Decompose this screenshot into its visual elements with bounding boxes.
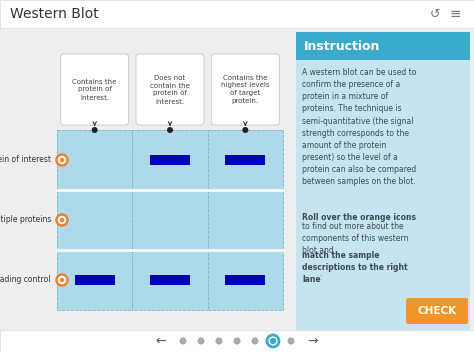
Text: ↺: ↺ <box>430 7 440 20</box>
Circle shape <box>216 338 222 345</box>
Circle shape <box>252 338 258 345</box>
FancyBboxPatch shape <box>150 275 190 285</box>
FancyBboxPatch shape <box>406 298 468 324</box>
Circle shape <box>91 127 98 133</box>
Text: Does not
contain the
protein of
interest.: Does not contain the protein of interest… <box>150 75 190 105</box>
Text: .: . <box>319 269 321 278</box>
Circle shape <box>56 155 67 165</box>
Text: CHECK: CHECK <box>418 306 456 316</box>
Circle shape <box>56 275 67 285</box>
Text: Instruction: Instruction <box>304 39 380 52</box>
Text: A western blot can be used to
confirm the presence of a
protein in a mixture of
: A western blot can be used to confirm th… <box>302 68 416 186</box>
FancyBboxPatch shape <box>61 54 128 125</box>
Text: ≡: ≡ <box>449 7 461 21</box>
Text: Contains the
protein of
interest.: Contains the protein of interest. <box>73 78 117 101</box>
FancyBboxPatch shape <box>211 54 279 125</box>
FancyBboxPatch shape <box>296 32 470 330</box>
FancyBboxPatch shape <box>225 155 265 165</box>
FancyBboxPatch shape <box>225 275 265 285</box>
Circle shape <box>267 335 279 347</box>
FancyBboxPatch shape <box>296 32 470 60</box>
Circle shape <box>56 214 67 226</box>
FancyBboxPatch shape <box>150 155 190 165</box>
Text: Roll over the orange icons: Roll over the orange icons <box>302 213 416 222</box>
FancyBboxPatch shape <box>57 130 132 310</box>
FancyBboxPatch shape <box>208 130 283 310</box>
Circle shape <box>180 338 186 345</box>
Text: Protein of interest: Protein of interest <box>0 156 51 164</box>
Text: match the sample
descriptions to the right
lane: match the sample descriptions to the rig… <box>302 251 408 284</box>
Circle shape <box>242 127 248 133</box>
Circle shape <box>60 278 64 282</box>
Text: Contains the
highest levels
of target
protein.: Contains the highest levels of target pr… <box>221 75 270 105</box>
FancyBboxPatch shape <box>132 130 208 310</box>
Circle shape <box>198 338 204 345</box>
FancyBboxPatch shape <box>75 275 115 285</box>
FancyBboxPatch shape <box>57 130 283 310</box>
FancyBboxPatch shape <box>0 0 474 28</box>
Text: Loading control: Loading control <box>0 276 51 284</box>
Circle shape <box>60 218 64 222</box>
Circle shape <box>270 338 276 344</box>
Circle shape <box>288 338 294 345</box>
Text: →: → <box>308 334 318 347</box>
FancyBboxPatch shape <box>136 54 204 125</box>
Text: Western Blot: Western Blot <box>10 7 99 21</box>
FancyBboxPatch shape <box>0 330 474 352</box>
Text: to find out more about the
components of this western
blot and: to find out more about the components of… <box>302 222 409 255</box>
Circle shape <box>60 158 64 162</box>
Circle shape <box>234 338 240 345</box>
Text: Detecting multiple proteins: Detecting multiple proteins <box>0 215 51 225</box>
Circle shape <box>167 127 173 133</box>
Text: ←: ← <box>156 334 166 347</box>
